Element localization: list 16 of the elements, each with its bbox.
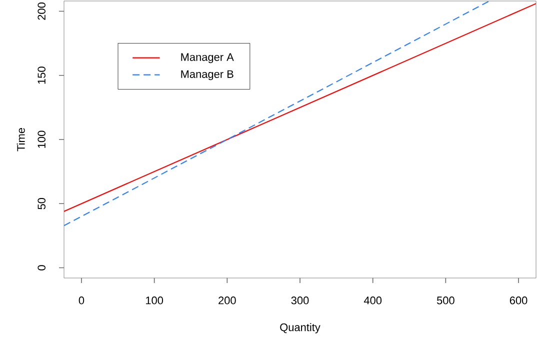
y-tick-label: 150	[38, 66, 46, 84]
x-tick-label: 400	[364, 296, 382, 304]
x-tick-label: 500	[436, 296, 454, 304]
x-tick-label: 600	[510, 296, 528, 304]
x-tick-label: 100	[146, 296, 164, 304]
legend-label: Manager A	[181, 53, 234, 64]
y-tick-label: 50	[38, 198, 46, 210]
x-tick-label: 200	[218, 296, 236, 304]
y-tick-label: 100	[38, 130, 46, 148]
legend-label: Manager B	[181, 70, 234, 80]
x-tick-label: 0	[78, 296, 84, 304]
x-axis-title: Quantity	[280, 323, 320, 334]
x-tick-label: 300	[291, 296, 309, 304]
y-tick-label: 0	[38, 265, 46, 270]
y-axis-title: Time	[16, 128, 25, 152]
y-tick-label: 200	[38, 2, 46, 20]
